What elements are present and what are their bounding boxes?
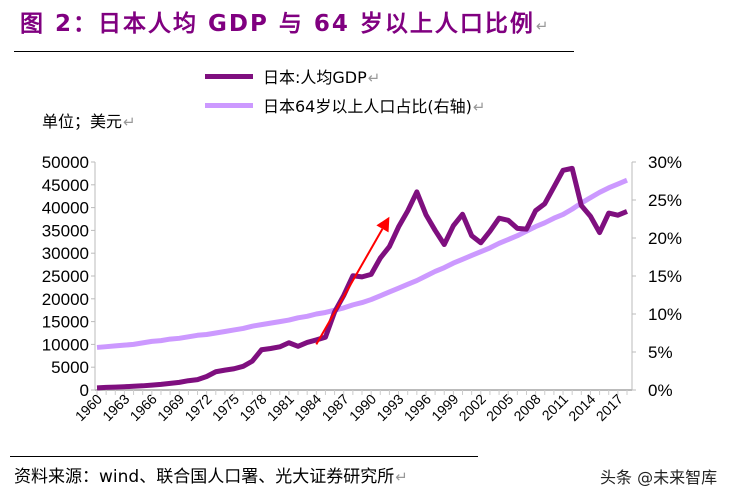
x-tick-label: 1966 — [127, 391, 160, 424]
watermark: 头条 @未来智库 — [600, 468, 718, 487]
x-tick-label: 1984 — [291, 391, 324, 424]
left-tick-label: 45000 — [42, 176, 89, 195]
source-note: 资料来源：wind、联合国人口署、光大证券研究所 — [14, 462, 408, 487]
legend-item-gdp: 日本:人均GDP — [205, 64, 380, 88]
left-tick-label: 0 — [80, 381, 89, 400]
unit-label: 单位；美元 — [42, 108, 136, 132]
legend-swatch-aged — [205, 102, 253, 108]
x-tick-label: 1978 — [236, 391, 269, 424]
x-tick-label: 2014 — [565, 391, 598, 424]
x-tick-label: 2011 — [539, 391, 572, 424]
x-tick-label: 2005 — [483, 391, 516, 424]
series-line-aged-share — [96, 177, 628, 350]
x-tick-label: 1990 — [346, 391, 379, 424]
right-tick-label: 5% — [648, 343, 673, 362]
x-tick-label: 1993 — [373, 391, 406, 424]
left-tick-label: 40000 — [42, 199, 89, 218]
x-tick-label: 1981 — [264, 391, 297, 424]
left-tick-label: 20000 — [42, 290, 89, 309]
x-tick-label: 2008 — [510, 391, 543, 424]
x-tick-label: 1972 — [181, 391, 214, 424]
right-tick-label: 10% — [648, 305, 682, 324]
left-tick-label: 25000 — [42, 267, 89, 286]
x-tick-label: 1987 — [319, 391, 352, 424]
left-tick-label: 35000 — [42, 221, 89, 240]
x-tick-label: 1975 — [209, 391, 242, 424]
x-tick-label: 1999 — [428, 391, 461, 424]
legend-label-aged: 日本64岁以上人口占比(右轴) — [263, 93, 485, 117]
left-tick-label: 50000 — [42, 153, 89, 172]
legend-swatch-gdp — [205, 73, 253, 79]
left-tick-label: 10000 — [42, 335, 89, 354]
trend-arrow-shaft — [315, 228, 384, 345]
series-line-gdp-per-capita — [96, 165, 628, 391]
x-tick-label: 2002 — [456, 391, 489, 424]
left-tick-label: 5000 — [51, 358, 89, 377]
right-tick-label: 20% — [648, 229, 682, 248]
source-divider — [10, 456, 478, 457]
x-tick-label: 1969 — [154, 391, 187, 424]
title-divider — [14, 51, 574, 52]
x-tick-label: 1963 — [99, 391, 132, 424]
right-tick-label: 30% — [648, 153, 682, 172]
chart: 0 5000 10000 15000 20000 25000 30000 35000 40000… — [42, 153, 682, 424]
trend-arrow-head — [376, 216, 390, 233]
right-tick-label: 15% — [648, 267, 682, 286]
legend-item-aged: 日本64岁以上人口占比(右轴) — [205, 93, 485, 117]
figure-title: 图 2：日本人均 GDP 与 64 岁以上人口比例 — [20, 4, 550, 38]
x-tick-label: 2017 — [593, 391, 626, 424]
legend-label-gdp: 日本:人均GDP — [263, 64, 380, 88]
left-tick-label: 15000 — [42, 313, 89, 332]
x-tick-label: 1960 — [72, 391, 105, 424]
right-tick-label: 0% — [648, 381, 673, 400]
left-tick-label: 30000 — [42, 244, 89, 263]
x-tick-label: 1996 — [401, 391, 434, 424]
right-tick-label: 25% — [648, 191, 682, 210]
